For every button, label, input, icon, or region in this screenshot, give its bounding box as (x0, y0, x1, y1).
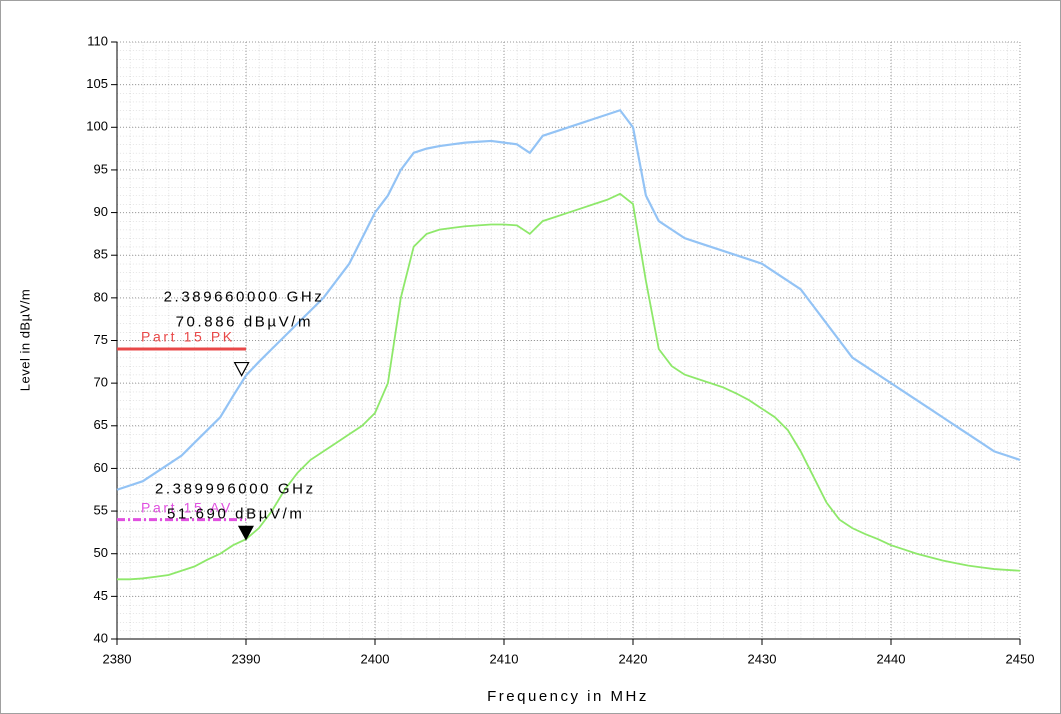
x-tick-label: 2430 (748, 651, 777, 666)
y-tick-label: 50 (94, 545, 108, 560)
series-line (117, 192, 1021, 581)
y-axis-title: Level in dBµV/m (17, 289, 32, 391)
x-tick-label: 2420 (619, 651, 648, 666)
x-tick-label: 2380 (103, 651, 132, 666)
marker (237, 525, 254, 541)
y-tick-label: 105 (86, 76, 108, 91)
y-tick-label: 100 (86, 119, 108, 134)
marker (233, 361, 250, 377)
x-tick-label: 2390 (232, 651, 261, 666)
x-tick-label: 2450 (1006, 651, 1035, 666)
x-tick-label: 2410 (490, 651, 519, 666)
y-tick-label: 75 (94, 332, 108, 347)
y-tick-label: 70 (94, 375, 108, 390)
y-tick-label: 60 (94, 460, 108, 475)
y-tick-label: 110 (87, 33, 108, 48)
y-tick-label: 45 (94, 588, 108, 603)
limit-label: Part 15 PK (141, 329, 235, 345)
series-line (116, 108, 1021, 491)
limit-label: Part 15 AV (141, 499, 233, 515)
y-tick-label: 85 (94, 247, 108, 262)
y-tick-label: 90 (94, 204, 108, 219)
x-tick-label: 2400 (361, 651, 390, 666)
y-tick-label: 40 (94, 630, 108, 645)
marker-level: 51.690 dBµV/m (167, 505, 305, 522)
x-tick-label: 2440 (877, 651, 906, 666)
marker-level: 70.886 dBµV/m (176, 314, 314, 331)
y-tick-label: 65 (94, 417, 108, 432)
marker-frequency: 2.389996000 GHz (155, 480, 316, 497)
x-axis-title: Frequency in MHz (487, 688, 649, 705)
y-tick-label: 80 (94, 289, 108, 304)
marker-frequency: 2.389660000 GHz (164, 289, 325, 306)
y-tick-label: 95 (94, 161, 108, 176)
y-tick-label: 55 (94, 503, 108, 518)
